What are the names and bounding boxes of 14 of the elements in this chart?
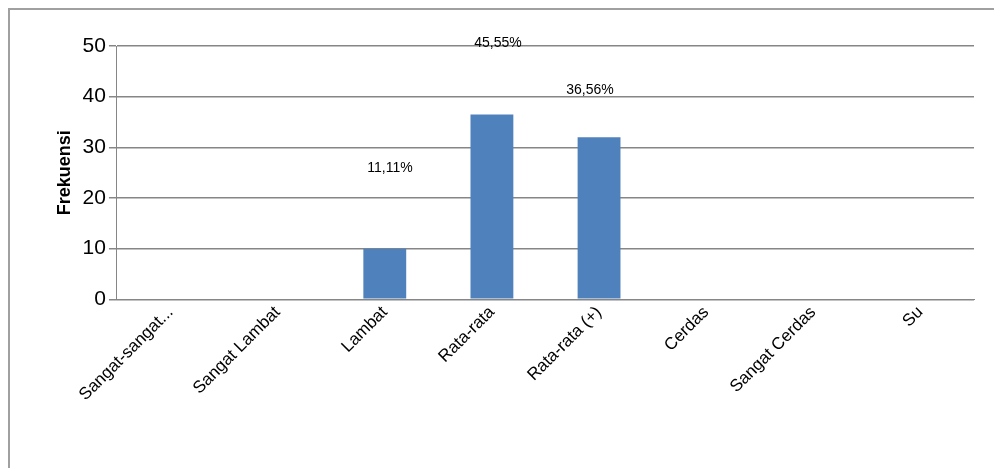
y-tick-label: 0 bbox=[94, 286, 106, 310]
y-axis-title: Frekuensi bbox=[53, 130, 74, 216]
y-tick-label: 20 bbox=[82, 184, 106, 208]
bar bbox=[577, 137, 621, 299]
bar bbox=[363, 248, 407, 299]
y-tick-label: 40 bbox=[82, 83, 106, 107]
y-tick-label: 10 bbox=[82, 235, 106, 259]
bar bbox=[470, 114, 514, 299]
annotation: 45,55% bbox=[474, 34, 522, 50]
x-tick-label: Su bbox=[898, 302, 927, 331]
annotation: 36,56% bbox=[566, 81, 614, 97]
annotation: 11,11% bbox=[367, 159, 413, 175]
y-tick-label: 30 bbox=[82, 134, 106, 158]
y-tick-label: 50 bbox=[82, 32, 106, 56]
